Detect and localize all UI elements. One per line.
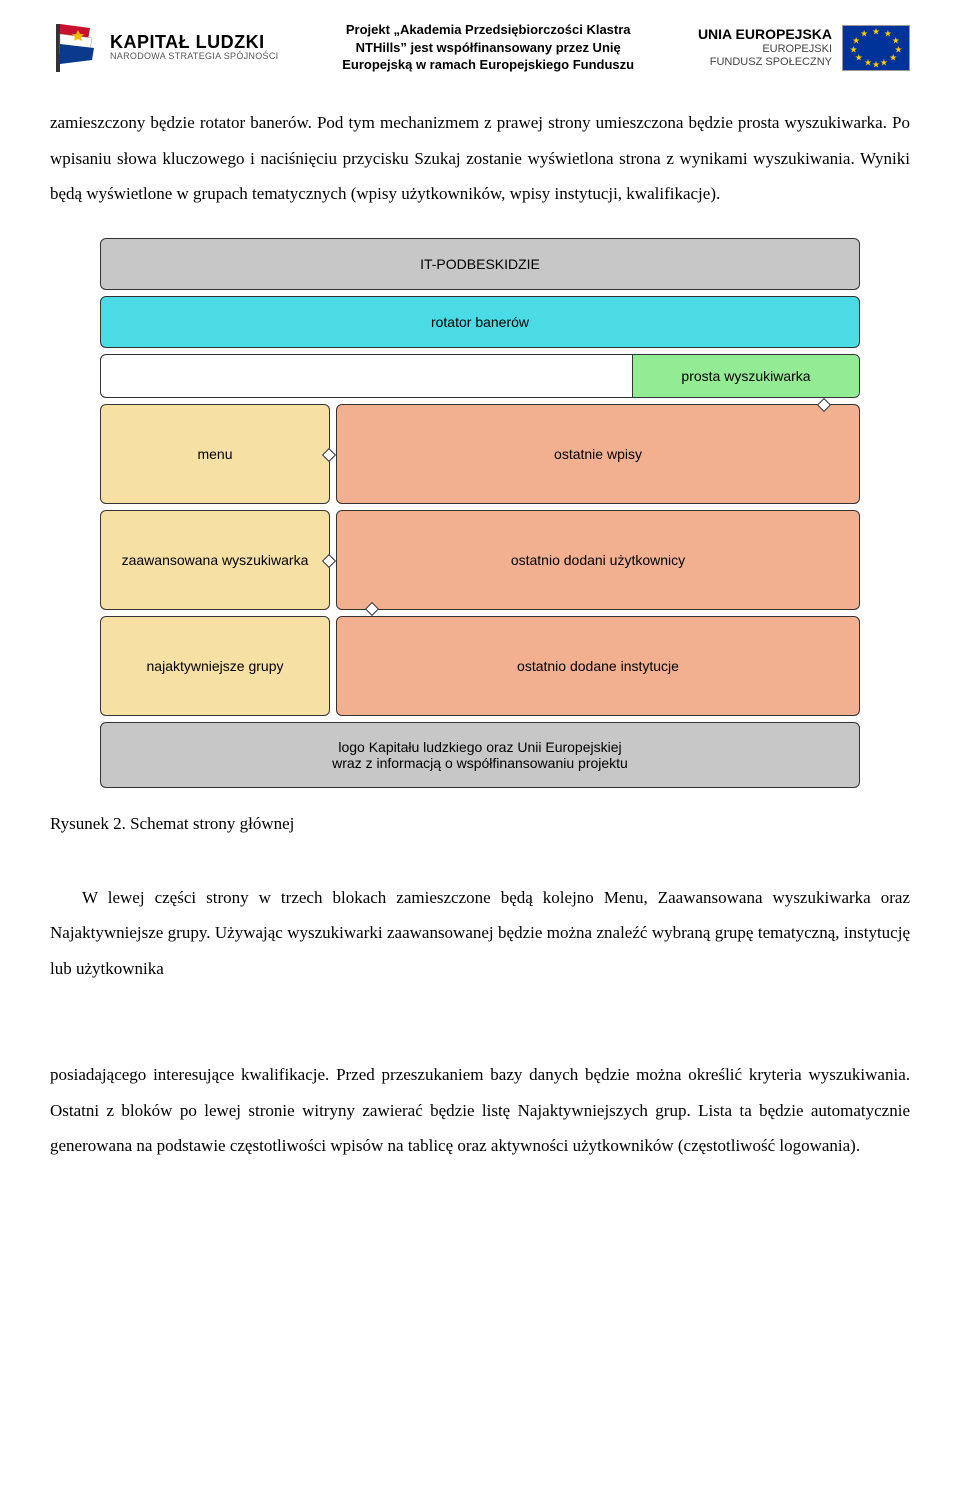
diagram-ostatnie-wpisy-box: ostatnie wpisy <box>336 404 860 504</box>
diagram-ostatnio-uzyt-label: ostatnio dodani użytkownicy <box>511 552 685 568</box>
paragraph-3: posiadającego interesujące kwalifikacje.… <box>50 1057 910 1164</box>
logo-kapital-ludzki: KAPITAŁ LUDZKI NARODOWA STRATEGIA SPÓJNO… <box>50 20 278 75</box>
diagram-zaawansowana-label: zaawansowana wyszukiwarka <box>122 552 309 568</box>
figure-caption: Rysunek 2. Schemat strony głównej <box>50 806 910 842</box>
kl-flag-icon <box>50 20 100 75</box>
diagram-ostatnio-inst-box: ostatnio dodane instytucje <box>336 616 860 716</box>
diagram-ostatnio-uzyt-box: ostatnio dodani użytkownicy <box>336 510 860 610</box>
diagram-search-label: prosta wyszukiwarka <box>681 368 810 384</box>
diagram-search-row: prosta wyszukiwarka <box>100 354 860 398</box>
diagram-footer-label: logo Kapitału ludzkiego oraz Unii Europe… <box>332 739 628 771</box>
diagram-menu-label: menu <box>197 446 232 462</box>
diagram-zaawansowana-box: zaawansowana wyszukiwarka <box>100 510 330 610</box>
diagram-footer-box: logo Kapitału ludzkiego oraz Unii Europe… <box>100 722 860 788</box>
layout-diagram: IT-PODBESKIDZIE rotator banerów prosta w… <box>100 238 860 788</box>
logo-unia-europejska: UNIA EUROPEJSKA EUROPEJSKI FUNDUSZ SPOŁE… <box>698 25 910 71</box>
diagram-rotator-box: rotator banerów <box>100 296 860 348</box>
paragraph-1: zamieszczony będzie rotator banerów. Pod… <box>50 105 910 212</box>
eu-flag-icon: ★ ★ ★ ★ ★ ★ ★ ★ ★ ★ ★ ★ <box>842 25 910 71</box>
document-header: KAPITAŁ LUDZKI NARODOWA STRATEGIA SPÓJNO… <box>50 20 910 75</box>
diagram-rotator-label: rotator banerów <box>431 314 529 330</box>
paragraph-2: W lewej części strony w trzech blokach z… <box>50 880 910 987</box>
diagram-menu-box: menu <box>100 404 330 504</box>
diagram-search-box: prosta wyszukiwarka <box>632 355 859 397</box>
project-title: Projekt „Akademia Przedsiębiorczości Kla… <box>333 21 643 74</box>
kl-subtitle: NARODOWA STRATEGIA SPÓJNOŚCI <box>110 52 278 62</box>
ue-line3: FUNDUSZ SPOŁECZNY <box>698 56 832 69</box>
diagram-title-box: IT-PODBESKIDZIE <box>100 238 860 290</box>
diagram-najaktywniejsze-box: najaktywniejsze grupy <box>100 616 330 716</box>
ue-line1: UNIA EUROPEJSKA <box>698 26 832 43</box>
diagram-najaktywniejsze-label: najaktywniejsze grupy <box>147 658 284 674</box>
diagram-search-empty <box>101 355 632 397</box>
kl-title: KAPITAŁ LUDZKI <box>110 33 278 53</box>
diagram-ostatnie-wpisy-label: ostatnie wpisy <box>554 446 642 462</box>
diagram-ostatnio-inst-label: ostatnio dodane instytucje <box>517 658 679 674</box>
ue-line2: EUROPEJSKI <box>698 43 832 56</box>
diagram-title-label: IT-PODBESKIDZIE <box>420 256 540 272</box>
